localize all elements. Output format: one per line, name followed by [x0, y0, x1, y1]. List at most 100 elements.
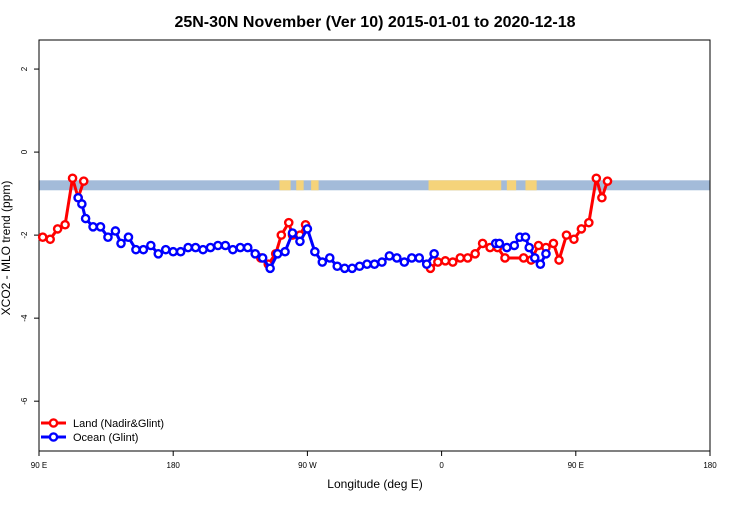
x-tick-label-0: 90 E	[31, 461, 47, 470]
series-1-point-9	[131, 244, 141, 255]
map-strip	[39, 180, 710, 191]
series-1-point-21	[220, 240, 231, 251]
plot-frame	[38, 39, 711, 452]
series-1-point-48	[421, 259, 432, 269]
series-1-point-12	[153, 249, 164, 259]
series-1-point-28	[272, 249, 283, 259]
legend-marker-1	[48, 432, 59, 442]
x-tick-label-1: 180	[167, 461, 181, 470]
series-0-segment-35	[587, 177, 598, 223]
series-1-point-45	[399, 257, 410, 267]
series-1-point-40	[362, 259, 372, 269]
x-tick-label-3: 0	[439, 461, 444, 470]
series-0-point-28	[533, 240, 544, 251]
series-0-point-21	[470, 249, 480, 259]
series-0-point-30	[548, 238, 559, 249]
x-tick-label-5: 180	[703, 461, 717, 470]
series-1-point-17	[190, 242, 201, 253]
series-0-point-18	[447, 257, 458, 267]
y-tick-label-3: -4	[20, 314, 29, 322]
series-1-point-7	[116, 238, 126, 249]
map-land-segment-4	[506, 180, 517, 191]
series-0-point-11	[283, 217, 294, 228]
series-1-point-19	[205, 242, 216, 253]
series-1-point-8	[123, 232, 134, 242]
series-0-point-22	[477, 238, 488, 249]
chart-title: 25N-30N November (Ver 10) 2015-01-01 to …	[174, 14, 575, 31]
series-1-point-53	[509, 240, 520, 251]
y-tick-label-1: 0	[20, 149, 29, 154]
legend: Land (Nadir&Glint) Ocean (Glint)	[41, 418, 164, 444]
series-0-point-4	[67, 173, 78, 184]
series-1-point-29	[280, 246, 290, 257]
series-0-point-26	[518, 253, 529, 263]
series-1-point-41	[369, 259, 380, 269]
series-1-point-52	[502, 242, 512, 253]
x-tick-label-4: 90 E	[568, 461, 584, 470]
series-1-point-30	[287, 228, 298, 238]
y-axis-label: XCO2 - MLO trend (ppm)	[0, 181, 13, 316]
series-0-point-1	[45, 234, 55, 245]
series-1-point-23	[235, 242, 246, 253]
series-1-point-36	[332, 261, 343, 272]
y-tick-label-2: -2	[20, 231, 29, 239]
series-0-point-34	[576, 224, 587, 234]
series-1-point-31	[295, 236, 305, 247]
series-1	[73, 192, 551, 274]
series-0-point-36	[591, 173, 602, 184]
x-tick-label-2: 90 W	[298, 461, 317, 470]
series-1-point-14	[168, 246, 178, 257]
series-1-point-35	[324, 253, 335, 263]
legend-marker-0	[48, 418, 59, 428]
series-0-point-32	[561, 230, 572, 240]
legend-label-0: Land (Nadir&Glint)	[73, 418, 164, 430]
series-1-point-44	[392, 253, 402, 263]
series-0-point-20	[462, 253, 473, 263]
x-axis-label: Longitude (deg E)	[327, 477, 422, 491]
series-1-point-46	[406, 253, 417, 263]
series-0-point-19	[455, 253, 466, 263]
series-1-point-42	[377, 257, 387, 267]
series-1-point-47	[414, 253, 425, 263]
series-1-point-16	[183, 242, 193, 253]
series-1-point-25	[250, 249, 261, 259]
series-1-point-18	[198, 244, 208, 255]
series-1-point-24	[242, 242, 253, 253]
series-0-point-25	[500, 253, 510, 263]
series-1-point-2	[80, 213, 91, 224]
series-1-point-27	[265, 263, 275, 274]
y-tick-label-0: 2	[20, 66, 29, 71]
series-1-point-3	[88, 222, 98, 232]
series-1-point-56	[524, 242, 535, 253]
y-tick-label-4: -6	[20, 397, 29, 405]
series-0-point-33	[569, 234, 579, 245]
series-1-point-32	[302, 224, 313, 234]
series-1-point-6	[110, 226, 121, 236]
map-land-segment-5	[525, 180, 537, 191]
series-1-point-26	[257, 253, 268, 263]
series-layer	[37, 173, 613, 274]
series-0-point-16	[433, 257, 443, 267]
series-0-point-35	[584, 217, 594, 228]
series-1-point-57	[529, 253, 540, 263]
series-1-point-58	[535, 259, 546, 269]
series-1-point-4	[95, 222, 106, 232]
series-1-point-15	[175, 246, 186, 257]
series-0-point-17	[440, 256, 451, 266]
series-0-segment-3	[63, 178, 75, 225]
map-land-segment-1	[296, 180, 304, 191]
map-ocean-band	[39, 180, 710, 191]
series-1-point-51	[494, 238, 505, 249]
series-1-point-11	[146, 240, 156, 251]
series-0-point-10	[276, 230, 287, 240]
series-1-point-13	[160, 244, 171, 255]
series-0-point-3	[60, 219, 70, 230]
series-1-point-1	[77, 199, 87, 209]
series-1-point-5	[103, 232, 113, 242]
series-1-point-43	[384, 251, 395, 261]
series-0-point-38	[602, 176, 613, 186]
series-1-point-37	[339, 263, 350, 274]
series-1-point-39	[354, 261, 365, 272]
